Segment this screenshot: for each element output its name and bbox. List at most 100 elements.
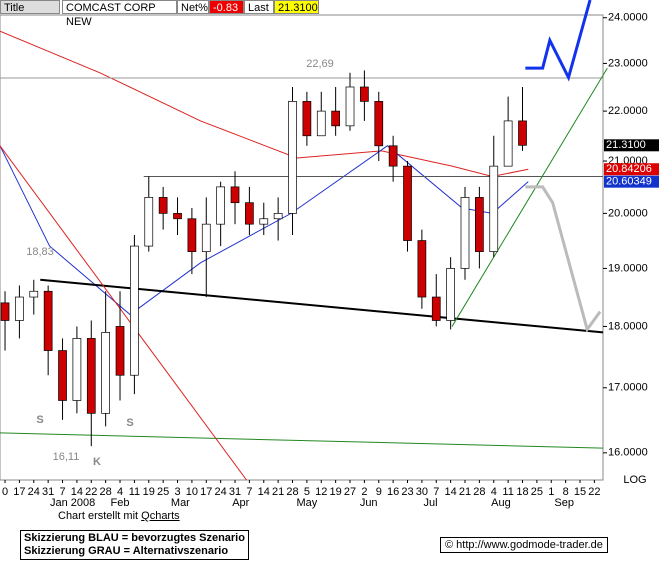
x-tick-label: 14	[71, 486, 83, 498]
candle-body	[489, 165, 499, 252]
month-label: Aug	[491, 497, 511, 509]
x-tick-label: 12	[315, 486, 327, 498]
chart: 16.000017.000018.000019.000020.000021.00…	[0, 0, 659, 509]
x-tick-label: 31	[42, 486, 54, 498]
x-tick-label: 16	[387, 486, 399, 498]
x-tick-label: 28	[100, 486, 112, 498]
candle-body	[86, 338, 96, 414]
x-tick-label: 11	[502, 486, 513, 498]
x-tick-label: 23	[401, 486, 413, 498]
credit-text: Chart erstellt mit	[58, 510, 142, 522]
candle-body	[216, 186, 225, 225]
x-tick-label: 22	[588, 486, 600, 498]
candle-body	[245, 202, 254, 225]
candle-body	[15, 296, 24, 321]
candle-body	[417, 240, 427, 298]
x-tick-label: 9	[376, 486, 382, 498]
x-tick-label: 19	[143, 486, 155, 498]
y-tick-label: 18.0000	[608, 320, 648, 332]
axis-note: LOG	[623, 474, 646, 486]
x-tick-label: 28	[473, 486, 485, 498]
price-tag-label: 20.84206	[606, 163, 652, 175]
candle-body	[158, 197, 168, 214]
x-tick-label: 19	[330, 486, 342, 498]
candle-body	[72, 338, 82, 401]
candle-body	[115, 326, 125, 376]
x-tick-label: 11	[129, 486, 140, 498]
x-tick-label: 7	[433, 486, 439, 498]
x-tick-label: 30	[416, 486, 428, 498]
trend-line	[40, 278, 604, 334]
candle-body	[144, 197, 154, 247]
x-tick-label: 28	[286, 486, 298, 498]
month-label: Apr	[232, 497, 249, 509]
candle-body	[446, 268, 455, 321]
title-box: Title	[0, 0, 60, 14]
annotation: 18,83	[26, 246, 54, 258]
candle-body	[360, 86, 369, 102]
x-tick-label: 21	[459, 486, 471, 498]
candle-body	[201, 223, 211, 252]
x-tick-label: 21	[272, 486, 284, 498]
candle-body	[230, 186, 240, 204]
price-tag	[604, 139, 659, 152]
y-tick-label: 19.0000	[608, 262, 648, 274]
month-label: May	[296, 497, 317, 509]
net-label: Net%	[177, 0, 209, 14]
candle-body	[475, 197, 484, 252]
last-label: Last	[244, 0, 274, 14]
price-tag	[604, 163, 659, 176]
month-label: Jul	[423, 497, 437, 509]
symbol-name: COMCAST CORP NEW	[62, 0, 177, 28]
candle-body	[259, 218, 269, 225]
candle-body	[58, 350, 67, 401]
candle-body	[0, 302, 10, 321]
annotation: 16,11	[53, 451, 80, 463]
trend-line	[0, 30, 529, 177]
x-tick-label: 7	[246, 486, 252, 498]
x-tick-label: 25	[531, 486, 543, 498]
candle-body	[43, 290, 53, 351]
candle-body	[273, 213, 283, 220]
x-tick-label: 14	[445, 486, 457, 498]
candle-body	[331, 110, 340, 127]
legend-gray: Skizzierung GRAU = Alternativszenario	[24, 545, 229, 557]
annotation: S	[36, 414, 43, 426]
x-tick-label: 2	[361, 486, 367, 498]
source-url[interactable]: © http://www.godmode-trader.de	[440, 537, 608, 553]
y-tick-label: 20.0000	[608, 207, 648, 219]
x-tick-label: 10	[186, 486, 198, 498]
legend-blue: Skizzierung BLAU = bevorzugtes Szenario	[24, 532, 245, 544]
x-tick-label: 17	[200, 486, 212, 498]
candle-body	[431, 296, 441, 321]
y-tick-label: 22.0000	[608, 105, 648, 117]
y-tick-label: 17.0000	[608, 382, 648, 394]
trend-line	[525, 0, 592, 82]
candle-body	[302, 101, 312, 137]
candle-body	[101, 332, 111, 414]
annotation: 22,69	[306, 58, 334, 70]
x-tick-label: 0	[2, 486, 8, 498]
annotation: S	[126, 417, 133, 429]
candle-body	[374, 101, 384, 147]
scenario-box: Skizzierung BLAU = bevorzugtes Szenario S…	[20, 530, 249, 560]
x-tick-label: 17	[13, 486, 25, 498]
plot-frame	[0, 14, 604, 481]
candle-body	[460, 197, 470, 269]
last-value: 21.3100	[274, 0, 319, 14]
y-tick-label: 24.0000	[608, 12, 648, 24]
trend-line	[525, 185, 602, 333]
x-tick-label: 3	[174, 486, 180, 498]
candle-body	[130, 245, 139, 376]
x-tick-label: 15	[574, 486, 586, 498]
candle-body	[345, 86, 355, 127]
month-label: Mar	[171, 497, 190, 509]
x-tick-label: 7	[59, 486, 65, 498]
candle-body	[187, 218, 197, 252]
candle-body	[503, 120, 513, 167]
month-label: Jun	[360, 497, 378, 509]
credit-link[interactable]: Qcharts	[141, 510, 180, 522]
x-tick-label: 31	[229, 486, 241, 498]
annotation: K	[93, 456, 101, 468]
